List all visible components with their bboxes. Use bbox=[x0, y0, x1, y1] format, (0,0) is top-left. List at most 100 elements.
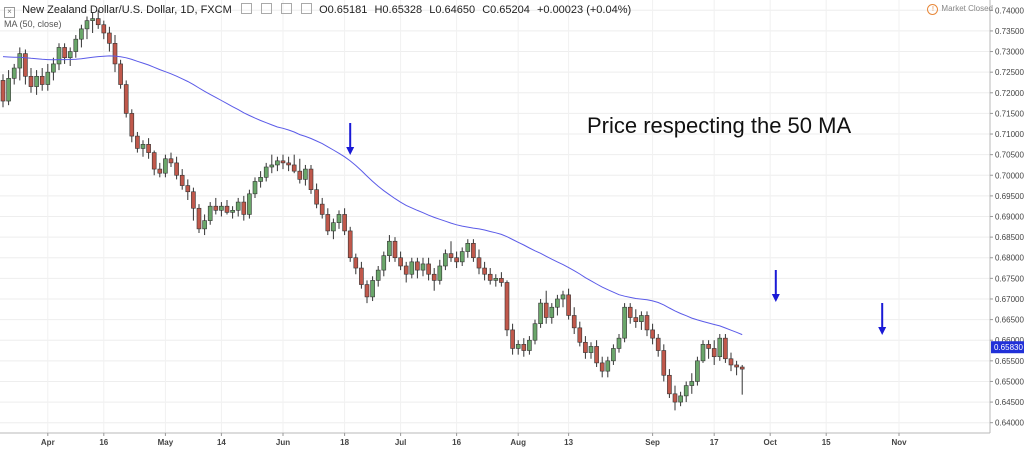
indicator-label[interactable]: MA (50, close) bbox=[4, 19, 62, 29]
candle bbox=[308, 164, 314, 194]
candle-body bbox=[0, 80, 6, 102]
candle-body bbox=[381, 255, 387, 271]
x-tick-label: 15 bbox=[822, 438, 831, 447]
candle bbox=[627, 303, 633, 324]
candle bbox=[527, 336, 532, 355]
candle-body bbox=[146, 144, 151, 153]
candle bbox=[616, 334, 622, 353]
candle-body bbox=[415, 261, 420, 271]
candle-body bbox=[291, 164, 297, 172]
candle bbox=[700, 340, 706, 363]
ma-line bbox=[2, 55, 743, 336]
candle bbox=[258, 171, 263, 188]
candle-body bbox=[487, 273, 493, 281]
arrow-head bbox=[771, 294, 780, 302]
candle bbox=[465, 239, 471, 258]
candle-body bbox=[493, 278, 499, 281]
candle-body bbox=[409, 261, 415, 275]
candle-body bbox=[62, 47, 67, 59]
candle bbox=[711, 340, 717, 365]
candle bbox=[11, 63, 17, 85]
candle-body bbox=[73, 38, 79, 52]
x-tick-label: Jun bbox=[276, 438, 290, 447]
candle-body bbox=[34, 75, 39, 87]
candle bbox=[381, 251, 387, 277]
candle bbox=[101, 20, 107, 40]
candle-body bbox=[168, 158, 174, 164]
candle bbox=[728, 352, 734, 372]
candle-body bbox=[6, 78, 11, 102]
candle bbox=[387, 235, 392, 262]
arrows bbox=[346, 123, 887, 335]
y-tick-label: 0.71500 bbox=[995, 109, 1024, 118]
y-tick-label: 0.65500 bbox=[995, 357, 1024, 366]
candle-body bbox=[672, 393, 678, 403]
candle-body bbox=[23, 53, 28, 77]
candle bbox=[370, 276, 375, 302]
candle-body bbox=[605, 360, 611, 372]
candle-body bbox=[224, 205, 230, 213]
candle bbox=[90, 12, 95, 33]
candle bbox=[420, 257, 426, 277]
x-tick-label: Aug bbox=[510, 438, 526, 447]
candle-body bbox=[739, 366, 745, 370]
candle-body bbox=[571, 315, 577, 329]
candle-body bbox=[11, 67, 17, 79]
candle bbox=[191, 187, 196, 221]
candle bbox=[644, 311, 650, 337]
candle bbox=[79, 24, 84, 48]
arrow-head bbox=[346, 147, 355, 155]
candle-body bbox=[471, 243, 476, 259]
candle bbox=[28, 68, 34, 93]
close-button[interactable] bbox=[301, 3, 312, 14]
settings-button[interactable] bbox=[240, 3, 252, 14]
candle bbox=[515, 340, 521, 355]
y-tick-label: 0.64500 bbox=[995, 398, 1024, 407]
candle bbox=[51, 57, 56, 81]
candle bbox=[247, 189, 252, 219]
last-price-tag bbox=[991, 341, 1024, 354]
candle bbox=[454, 251, 459, 269]
candle-body bbox=[375, 269, 381, 281]
candle-body bbox=[583, 341, 588, 353]
candle bbox=[611, 344, 616, 365]
candle-body bbox=[297, 170, 303, 180]
candle bbox=[213, 197, 219, 215]
candle bbox=[398, 251, 403, 271]
x-tick-label: Oct bbox=[764, 438, 778, 447]
candle bbox=[303, 164, 308, 186]
last-price-label: 0.65830 bbox=[994, 343, 1023, 352]
symbol-title: New Zealand Dollar/U.S. Dollar, 1D, FXCM bbox=[22, 4, 232, 16]
candle-body bbox=[95, 18, 101, 26]
candle bbox=[437, 259, 443, 285]
candle bbox=[84, 16, 90, 40]
candle-body bbox=[459, 251, 465, 263]
collapse-icon[interactable]: × bbox=[4, 7, 15, 18]
candle-body bbox=[319, 203, 325, 215]
candle-body bbox=[532, 323, 538, 341]
candle bbox=[622, 303, 627, 343]
candle-body bbox=[280, 160, 286, 164]
clock-icon: ! bbox=[927, 4, 939, 15]
candle-body bbox=[706, 344, 711, 349]
candle bbox=[196, 204, 202, 233]
down-arrow bbox=[878, 303, 887, 335]
price-tag: 0.65830 bbox=[991, 341, 1024, 354]
candle bbox=[667, 369, 672, 398]
candle bbox=[112, 35, 118, 73]
candle bbox=[17, 47, 23, 81]
candle bbox=[459, 247, 465, 266]
y-tick-label: 0.67500 bbox=[995, 274, 1024, 283]
candles bbox=[0, 10, 745, 411]
candle-body bbox=[67, 51, 73, 59]
y-axis: 0.74000 0.73500 0.73000 0.72500 0.72000 0.715… bbox=[989, 0, 1024, 451]
candle-body bbox=[527, 339, 532, 351]
candle bbox=[342, 208, 347, 236]
candle-body bbox=[566, 294, 571, 316]
candle-body bbox=[101, 24, 107, 34]
candle bbox=[695, 356, 700, 386]
candle bbox=[135, 131, 140, 153]
compare-button[interactable] bbox=[260, 3, 272, 14]
fullscreen-button[interactable] bbox=[280, 3, 292, 14]
